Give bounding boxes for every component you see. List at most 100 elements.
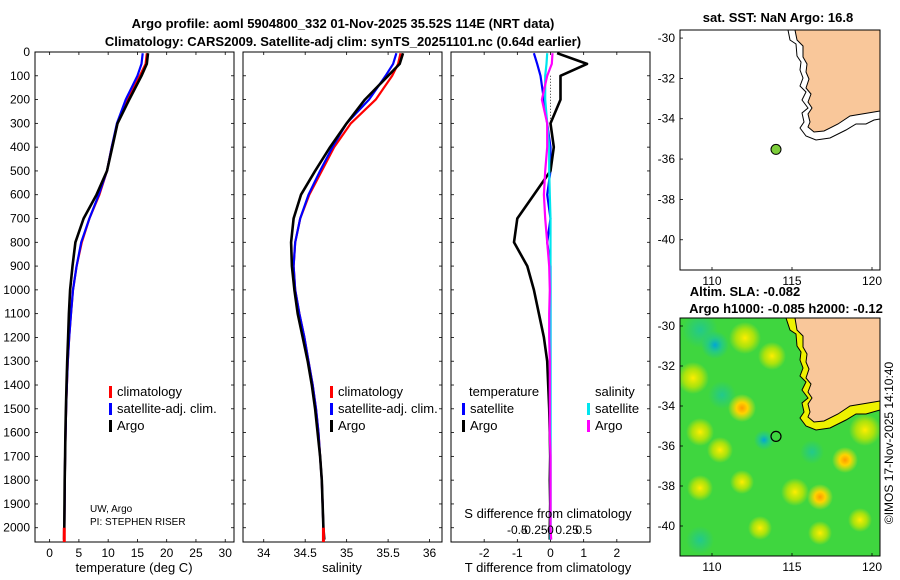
series-line-argo bbox=[62, 53, 150, 540]
s-tick-label: 0.25 bbox=[555, 523, 579, 537]
lat-tick-label: -36 bbox=[658, 152, 676, 166]
depth-tick-label: 1400 bbox=[3, 378, 30, 392]
x-tick-label: 34 bbox=[257, 546, 271, 560]
coastline-outline bbox=[787, 30, 880, 141]
legend-argo-label: Argo bbox=[117, 418, 144, 433]
depth-tick-label: 100 bbox=[10, 69, 30, 83]
sla-map-ticks: 110 115 120 -30 -32 -34 -36 -38 -40 bbox=[658, 319, 883, 574]
depth-tick-label: 900 bbox=[10, 259, 30, 273]
legend-satellite-swatch bbox=[330, 403, 333, 415]
lat-tick-label: -32 bbox=[658, 359, 676, 373]
float-position-marker bbox=[770, 143, 782, 155]
salinity-legend: climatology satellite-adj. clim. Argo bbox=[330, 384, 438, 433]
difference-legend: temperature salinity satellite Argo sate… bbox=[462, 384, 639, 433]
lon-tick-label: 120 bbox=[862, 274, 882, 288]
legend-argo-temp-label: Argo bbox=[470, 418, 497, 433]
legend-temperature-title: temperature bbox=[469, 384, 539, 399]
sla-map-title-1: Altim. SLA: -0.082 bbox=[690, 284, 801, 299]
sst-map-title: sat. SST: NaN Argo: 16.8 bbox=[703, 10, 854, 25]
depth-tick-label: 500 bbox=[10, 164, 30, 178]
temperature-legend: climatology satellite-adj. clim. Argo bbox=[109, 384, 217, 433]
lat-tick-label: -30 bbox=[658, 319, 676, 333]
sst-map: sat. SST: NaN Argo: 16.8 110 115 120 -30 -32… bbox=[658, 10, 883, 288]
legend-argo-sal-label: Argo bbox=[595, 418, 622, 433]
depth-tick-label: 1000 bbox=[3, 283, 30, 297]
depth-tick-label: 0 bbox=[23, 45, 30, 59]
lat-tick-label: -34 bbox=[658, 112, 676, 126]
lat-tick-label: -38 bbox=[658, 479, 676, 493]
depth-tick-label: 1700 bbox=[3, 449, 30, 463]
x-tick-label: 15 bbox=[131, 546, 145, 560]
depth-tick-label: 800 bbox=[10, 235, 30, 249]
s-difference-label: S difference from climatology bbox=[464, 506, 632, 521]
lon-tick-label: 115 bbox=[782, 274, 801, 288]
x-tick-label: 35.5 bbox=[376, 546, 400, 560]
depth-tick-label: 700 bbox=[10, 212, 30, 226]
x-tick-label: 34.5 bbox=[294, 546, 318, 560]
legend-climatology-swatch bbox=[109, 386, 112, 398]
x-tick-label: -2 bbox=[479, 546, 490, 560]
salinity-profiles bbox=[289, 52, 405, 542]
legend-argo-swatch bbox=[330, 420, 333, 432]
temperature-axis-ticks: 0 5 10 15 20 25 30 bbox=[46, 52, 232, 560]
depth-tick-label: 1500 bbox=[3, 402, 30, 416]
depth-tick-label: 400 bbox=[10, 140, 30, 154]
lat-tick-label: -30 bbox=[658, 31, 676, 45]
difference-xlabel: T difference from climatology bbox=[465, 560, 632, 575]
sla-map: Altim. SLA: -0.082 Argo h1000: -0.085 h2… bbox=[658, 284, 896, 574]
s-tick-label: 0.5 bbox=[575, 523, 592, 537]
x-tick-label: 10 bbox=[101, 546, 115, 560]
s-tick-label: -0.5 bbox=[507, 523, 528, 537]
x-tick-label: 0 bbox=[46, 546, 53, 560]
depth-tick-label: 1100 bbox=[4, 307, 30, 321]
series-line-argo bbox=[289, 52, 405, 540]
series-line-satellite-adj-clim- bbox=[63, 53, 144, 540]
depth-tick-label: 2000 bbox=[3, 521, 30, 535]
x-tick-label: 20 bbox=[160, 546, 174, 560]
series-line-climatology bbox=[292, 52, 402, 540]
s-tick-label: 0 bbox=[547, 523, 554, 537]
sla-map-title-2: Argo h1000: -0.085 h2000: -0.12 bbox=[689, 301, 883, 316]
salinity-panel: 34 34.5 35 35.5 36 salinity climatology sate… bbox=[242, 51, 443, 575]
lat-tick-label: -32 bbox=[658, 71, 676, 85]
legend-sat-temp-swatch bbox=[462, 403, 465, 415]
x-tick-label: 2 bbox=[613, 546, 620, 560]
land-area bbox=[794, 318, 880, 423]
imos-timestamp-label: ©IMOS 17-Nov-2025 14:10:40 bbox=[882, 362, 896, 525]
lon-tick-label: 110 bbox=[702, 560, 721, 574]
lat-tick-label: -34 bbox=[658, 399, 676, 413]
float-pi-label: PI: STEPHEN RISER bbox=[90, 517, 186, 528]
depth-axis-ticks: 0 100 200 300 400 500 600 700 800 900 1000 1100 1200… bbox=[3, 45, 30, 535]
depth-tick-label: 1300 bbox=[3, 354, 30, 368]
x-tick-label: -1 bbox=[512, 546, 523, 560]
series-line-argo-salinity bbox=[540, 53, 554, 540]
x-tick-label: 1 bbox=[580, 546, 587, 560]
lon-tick-label: 115 bbox=[782, 560, 801, 574]
depth-tick-label: 1200 bbox=[3, 330, 30, 344]
difference-axis-ticks: -2 -1 0 1 2 bbox=[479, 52, 620, 560]
legend-climatology-label: climatology bbox=[117, 384, 183, 399]
depth-tick-label: 1800 bbox=[3, 473, 30, 487]
legend-satellite-swatch bbox=[109, 403, 112, 415]
x-tick-label: 0 bbox=[547, 546, 554, 560]
temperature-panel: 0100200300400500600700800900100011001200… bbox=[3, 45, 235, 575]
legend-climatology-label: climatology bbox=[338, 384, 404, 399]
lon-tick-label: 110 bbox=[702, 274, 721, 288]
legend-sat-sal-label: satellite bbox=[595, 401, 639, 416]
s-difference-ticks: -0.5-0.25 0 0.250.5 bbox=[507, 523, 592, 537]
lon-tick-label: 120 bbox=[862, 560, 882, 574]
x-tick-label: 30 bbox=[219, 546, 233, 560]
depth-tick-label: 200 bbox=[10, 93, 30, 107]
depth-tick-label: 1600 bbox=[3, 426, 30, 440]
depth-tick-label: 1900 bbox=[3, 497, 30, 511]
land-area bbox=[794, 30, 880, 133]
legend-sat-sal-swatch bbox=[587, 403, 590, 415]
legend-argo-sal-swatch bbox=[587, 420, 590, 432]
title-line-1: Argo profile: aoml 5904800_332 01-Nov-20… bbox=[132, 16, 555, 31]
difference-panel: -2 -1 0 1 2 T difference from climatology S … bbox=[450, 51, 651, 575]
x-tick-label: 36 bbox=[423, 546, 437, 560]
salinity-xlabel: salinity bbox=[322, 560, 362, 575]
title-line-2: Climatology: CARS2009. Satellite-adj cli… bbox=[105, 34, 581, 49]
legend-argo-temp-swatch bbox=[462, 420, 465, 432]
x-tick-label: 35 bbox=[340, 546, 354, 560]
